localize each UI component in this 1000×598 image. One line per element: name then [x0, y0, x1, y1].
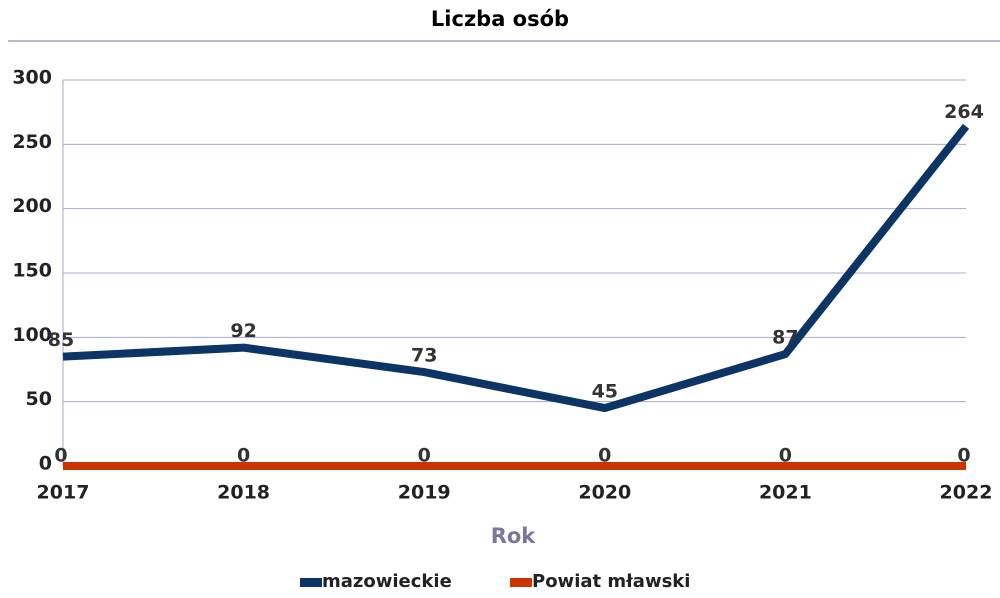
- legend-label: Powiat mławski: [532, 571, 690, 592]
- x-tick-label: 2022: [940, 482, 993, 504]
- data-label: 92: [230, 320, 256, 342]
- data-label: 87: [772, 327, 798, 349]
- y-tick-label: 150: [12, 260, 52, 282]
- y-tick-label: 300: [12, 67, 52, 89]
- x-tick-label: 2017: [37, 482, 90, 504]
- y-tick-label: 250: [12, 131, 52, 153]
- data-label: 0: [54, 445, 67, 467]
- data-label: 45: [592, 381, 618, 403]
- x-axis-label: Rok: [491, 524, 537, 548]
- y-tick-label: 100: [12, 324, 52, 346]
- data-label: 0: [779, 445, 792, 467]
- data-label: 73: [411, 345, 437, 367]
- series-line: [62, 123, 970, 413]
- x-tick-label: 2020: [578, 482, 631, 504]
- legend-swatch: [300, 578, 322, 587]
- data-label: 0: [237, 445, 250, 467]
- data-label: 0: [598, 445, 611, 467]
- data-label: 0: [957, 445, 970, 467]
- legend-label: mazowieckie: [322, 571, 452, 592]
- y-tick-label: 0: [39, 453, 52, 475]
- x-tick-label: 2021: [759, 482, 812, 504]
- data-label: 0: [418, 445, 431, 467]
- data-label: 264: [944, 101, 984, 123]
- y-tick-label: 200: [12, 195, 52, 217]
- legend-swatch: [510, 578, 532, 587]
- x-tick-label: 2018: [217, 482, 270, 504]
- x-tick-label: 2019: [398, 482, 451, 504]
- data-label: 85: [48, 329, 74, 351]
- y-tick-label: 50: [26, 388, 52, 410]
- chart-title: Liczba osób: [431, 7, 569, 31]
